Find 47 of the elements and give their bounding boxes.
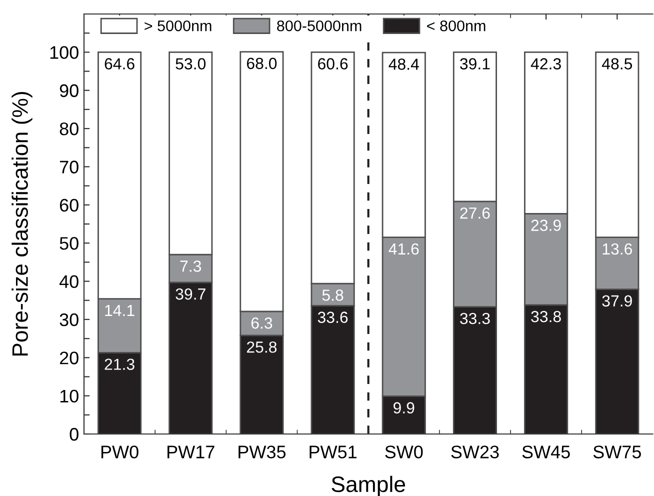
data-label: 60.6 — [318, 58, 348, 70]
legend-label: > 5000nm — [144, 20, 212, 32]
legend-label: 800-5000nm — [277, 20, 362, 32]
data-label: 37.9 — [602, 295, 632, 307]
data-label: 13.6 — [602, 243, 632, 255]
y-tick-label: 90 — [60, 84, 78, 98]
x-tick-label: PW17 — [168, 446, 214, 458]
data-label: 23.9 — [531, 220, 561, 231]
y-tick-label: 30 — [60, 313, 78, 326]
data-label: 14.1 — [105, 304, 134, 316]
y-tick-label: 60 — [60, 198, 78, 212]
data-label: 33.6 — [318, 312, 348, 323]
data-label: 5.8 — [322, 290, 344, 301]
data-label: 9.9 — [394, 402, 414, 414]
data-label: 33.8 — [531, 310, 561, 322]
y-tick-label: 0 — [70, 428, 78, 441]
y-tick-label: 40 — [59, 275, 78, 288]
data-label: 39.7 — [176, 288, 206, 300]
data-label: 39.1 — [460, 58, 490, 70]
x-tick-label: SW23 — [451, 446, 499, 458]
x-tick-label: PW0 — [101, 446, 138, 458]
data-label: 68.0 — [246, 58, 277, 70]
y-tick-label: 10 — [60, 390, 78, 403]
x-tick-label: PW51 — [310, 446, 357, 458]
data-label: 33.3 — [460, 312, 490, 324]
y-tick-label: 50 — [60, 237, 78, 250]
data-label: 42.3 — [530, 58, 561, 70]
data-label: 41.6 — [388, 243, 419, 255]
x-tick-label: SW45 — [522, 446, 570, 458]
data-label: 7.3 — [180, 260, 202, 272]
data-label: 6.3 — [251, 317, 272, 329]
y-tick-label: 80 — [60, 122, 78, 136]
x-tick-label: SW0 — [385, 446, 423, 458]
data-label: 27.6 — [460, 207, 490, 219]
data-label: 25.8 — [246, 341, 277, 353]
data-label: 48.4 — [388, 58, 419, 70]
y-tick-label: 70 — [60, 160, 78, 174]
data-label: 48.5 — [602, 58, 632, 70]
x-tick-label: PW35 — [238, 446, 286, 458]
data-label: 21.3 — [104, 358, 134, 370]
y-axis-title: Pore-size classification (%) — [12, 92, 32, 356]
data-label: 64.6 — [104, 58, 134, 70]
data-label: 53.0 — [176, 58, 206, 70]
x-tick-label: SW75 — [593, 446, 641, 458]
y-tick-label: 20 — [60, 352, 78, 364]
legend-label: < 800nm — [427, 20, 486, 32]
y-tick-label: 100 — [50, 46, 78, 59]
